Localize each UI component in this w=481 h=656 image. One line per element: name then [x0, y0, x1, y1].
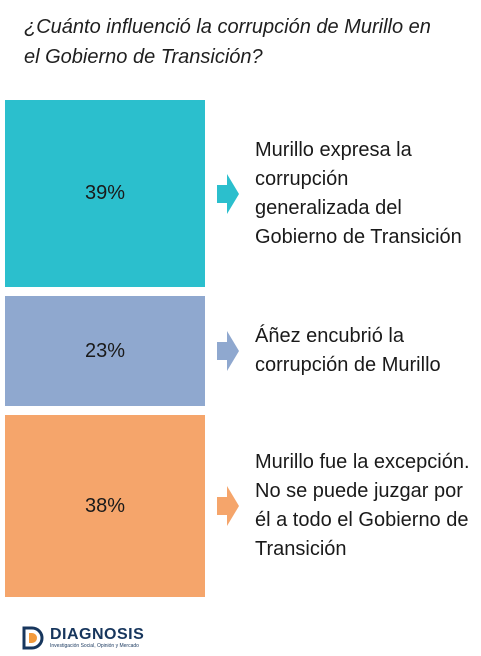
category-label-line: Murillo fue la excepción. — [255, 451, 470, 473]
category-label-line: corrupción — [255, 167, 349, 190]
diagnosis-logo: DIAGNOSIS Investigación Social, Opinión … — [20, 623, 180, 653]
category-label-1: Murillo expresa la corrupción generalizada… — [255, 136, 475, 252]
bar-1: 39% — [5, 100, 205, 287]
category-label-line: No se puede juzgar por — [255, 480, 463, 502]
bar-value-label: 23% — [84, 339, 126, 362]
bar-value-label: 38% — [84, 494, 126, 517]
arrow-right-icon — [217, 331, 239, 371]
category-label-line: él a todo el Gobierno de — [255, 509, 469, 531]
category-label-line: Áñez encubrió la — [255, 325, 404, 347]
category-label-line: Transición — [255, 538, 347, 560]
category-label-2: Áñez encubrió la corrupción de Murillo — [255, 322, 475, 380]
category-label-3: Murillo fue la excepción. No se puede juz… — [255, 448, 475, 564]
bar-value-label: 39% — [84, 182, 126, 204]
category-label-line: Murillo expresa la — [255, 138, 412, 161]
logo-mark-icon — [22, 626, 44, 650]
title-line-1: ¿Cuánto influenció la corrupción de Muri… — [24, 16, 431, 38]
chart-title: ¿Cuánto influenció la corrupción de Muri… — [24, 12, 464, 72]
bar-2: 23% — [5, 296, 205, 406]
title-line-2: el Gobierno de Transición? — [24, 46, 263, 68]
category-label-line: Gobierno de Transición — [255, 225, 462, 248]
bar-3: 38% — [5, 415, 205, 597]
category-label-line: generalizada del — [255, 196, 402, 219]
arrow-right-icon — [217, 486, 239, 526]
logo-name: DIAGNOSIS — [50, 625, 145, 643]
arrow-right-icon — [217, 173, 239, 214]
logo-tagline: Investigación Social, Opinión y Mercado — [50, 642, 139, 649]
category-label-line: corrupción de Murillo — [255, 354, 441, 376]
